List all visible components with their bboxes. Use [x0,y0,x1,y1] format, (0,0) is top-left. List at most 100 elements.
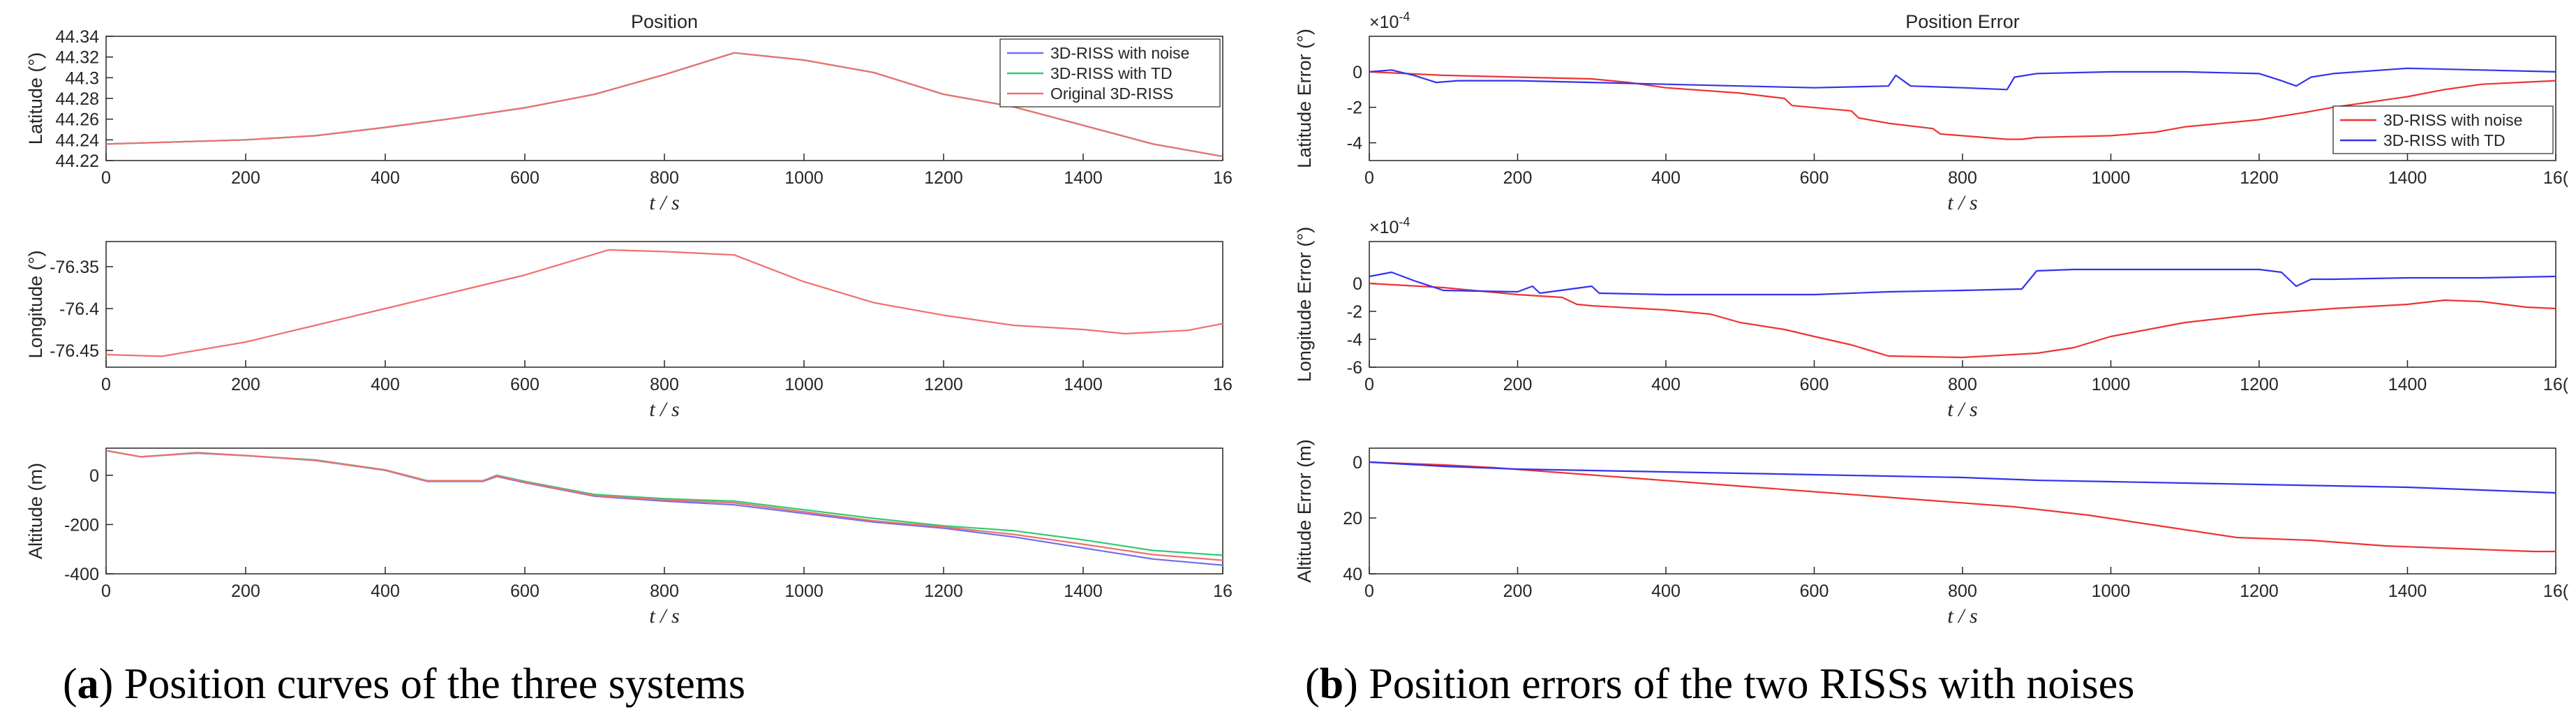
x-tick-label: 600 [1800,581,1829,601]
x-tick-label: 200 [231,375,260,394]
chart-altitude-error: 0 200 400 600 800 1000 1200 1400 16(0 20 40 t / s Al… [1294,439,2569,628]
x-tick-label: 1400 [1064,581,1103,601]
x-tick-label: 1400 [2388,168,2427,188]
x-tick-label: 1200 [924,581,963,601]
x-tick-label: 400 [1651,581,1681,601]
y-tick-label: 20 [1343,509,1362,528]
legend-entry: 3D-RISS with noise [1050,44,1189,62]
chart-latitude: 0 200 400 600 800 1000 1200 1400 1644.2244.2444.… [25,11,1233,214]
legend-entry: 3D-RISS with TD [1050,64,1172,82]
x-axis-label: t / s [649,605,679,628]
x-tick-label: 1200 [2240,375,2279,394]
x-axis-label: t / s [1947,398,1977,421]
chart-latitude-error: 0 200 400 600 800 1000 1200 1400 16(-4-20×10-4 Po… [1294,10,2569,214]
y-tick-label: -76.45 [50,341,99,361]
x-tick-label: 1400 [2388,581,2427,601]
x-tick-label: 0 [1364,168,1374,188]
x-tick-label: 800 [650,581,679,601]
x-tick-label: 0 [101,168,111,188]
legend: 3D-RISS with noise 3D-RISS with TD [2333,106,2553,154]
x-tick-label: 200 [231,581,260,601]
x-tick-label: 1000 [2092,581,2131,601]
chart-altitude: 0 200 400 600 800 1000 1200 1400 16 -400 -200 0 t / … [25,448,1233,628]
x-tick-label: 400 [371,375,400,394]
x-tick-label: 1400 [2388,375,2427,394]
x-tick-label: 1200 [924,168,963,188]
x-tick-label: 16( [2543,375,2569,394]
y-axis-label: Altitude Error (m) [1294,439,1315,583]
figure: 0 200 400 600 800 1000 1200 1400 1644.2244.2444.… [0,0,2576,726]
legend: 3D-RISS with noise 3D-RISS with TD Origina… [1000,39,1220,107]
y-exponent-label: ×10-4 [1369,215,1410,237]
y-exponent-label: ×10-4 [1369,10,1410,32]
chart-title: Position [631,11,698,32]
plot-area [106,448,1223,574]
y-tick-label: 44.34 [55,27,99,47]
y-tick-label: -76.35 [50,258,99,277]
x-tick-label: 400 [1651,168,1681,188]
x-tick-label: 16( [2543,581,2569,601]
y-tick-label: 0 [1353,453,1362,473]
x-tick-label: 1400 [1064,168,1103,188]
x-tick-label: 400 [1651,375,1681,394]
x-tick-label: 0 [101,581,111,601]
x-tick-label: 400 [371,168,400,188]
x-tick-label: 800 [1948,375,1977,394]
x-tick-label: 1000 [784,168,824,188]
y-tick-label: -6 [1347,358,1362,378]
y-tick-label: -400 [64,565,99,584]
x-tick-label: 16 [1213,375,1233,394]
legend-entry: 3D-RISS with noise [2383,111,2522,129]
y-axis-label: Latitude Error (°) [1294,29,1315,168]
x-tick-label: 1200 [2240,581,2279,601]
x-tick-label: 600 [510,581,539,601]
x-tick-label: 0 [1364,581,1374,601]
plot-area [106,242,1223,367]
y-tick-label: 0 [1353,274,1362,294]
caption-b: (b) Position errors of the two RISSs wit… [1305,660,2134,708]
x-tick-label: 600 [510,375,539,394]
y-tick-label: -2 [1347,98,1362,118]
plot-area [1369,448,2556,574]
x-axis-label: t / s [1947,191,1977,214]
chart-longitude-error: 0 200 400 600 800 1000 1200 1400 16(-6 -4 -2 0 ×10-4… [1294,215,2569,421]
x-tick-label: 0 [101,375,111,394]
x-axis-label: t / s [1947,605,1977,628]
legend-entry: 3D-RISS with TD [2383,131,2506,149]
x-tick-label: 1200 [924,375,963,394]
x-tick-label: 200 [1503,581,1533,601]
y-tick-label: 44.3 [65,68,99,88]
y-tick-label: -4 [1347,134,1362,154]
y-tick-label: 44.26 [55,110,99,130]
x-tick-label: 400 [371,581,400,601]
x-tick-label: 16 [1213,581,1233,601]
x-tick-label: 0 [1364,375,1374,394]
y-tick-label: -200 [64,515,99,535]
x-tick-label: 600 [1800,375,1829,394]
x-tick-label: 1000 [2092,168,2131,188]
x-axis-label: t / s [649,398,679,421]
x-axis-label: t / s [649,191,679,214]
y-tick-label: 0 [1353,63,1362,82]
x-tick-label: 200 [1503,375,1533,394]
y-axis-label: Altitude (m) [25,463,46,559]
y-tick-label: 40 [1343,565,1362,584]
chart-longitude: 0 200 400 600 800 1000 1200 1400 16 -76.45 -76.4 -7… [25,242,1233,421]
x-tick-label: 1000 [784,375,824,394]
y-tick-label: -76.4 [59,299,99,319]
x-tick-label: 1400 [1064,375,1103,394]
x-tick-label: 1000 [784,581,824,601]
y-tick-label: 44.24 [55,131,99,150]
x-tick-label: 600 [1800,168,1829,188]
x-tick-label: 16 [1213,168,1233,188]
x-tick-label: 200 [1503,168,1533,188]
x-tick-label: 800 [650,168,679,188]
caption-a: (a) Position curves of the three systems [63,660,745,708]
x-tick-label: 1000 [2092,375,2131,394]
legend-entry: Original 3D-RISS [1050,84,1173,103]
y-tick-label: -4 [1347,330,1362,350]
y-axis-label: Longitude Error (°) [1294,227,1315,382]
chart-title: Position Error [1905,11,2020,32]
x-tick-label: 16( [2543,168,2569,188]
y-axis-label: Latitude (°) [25,52,46,145]
